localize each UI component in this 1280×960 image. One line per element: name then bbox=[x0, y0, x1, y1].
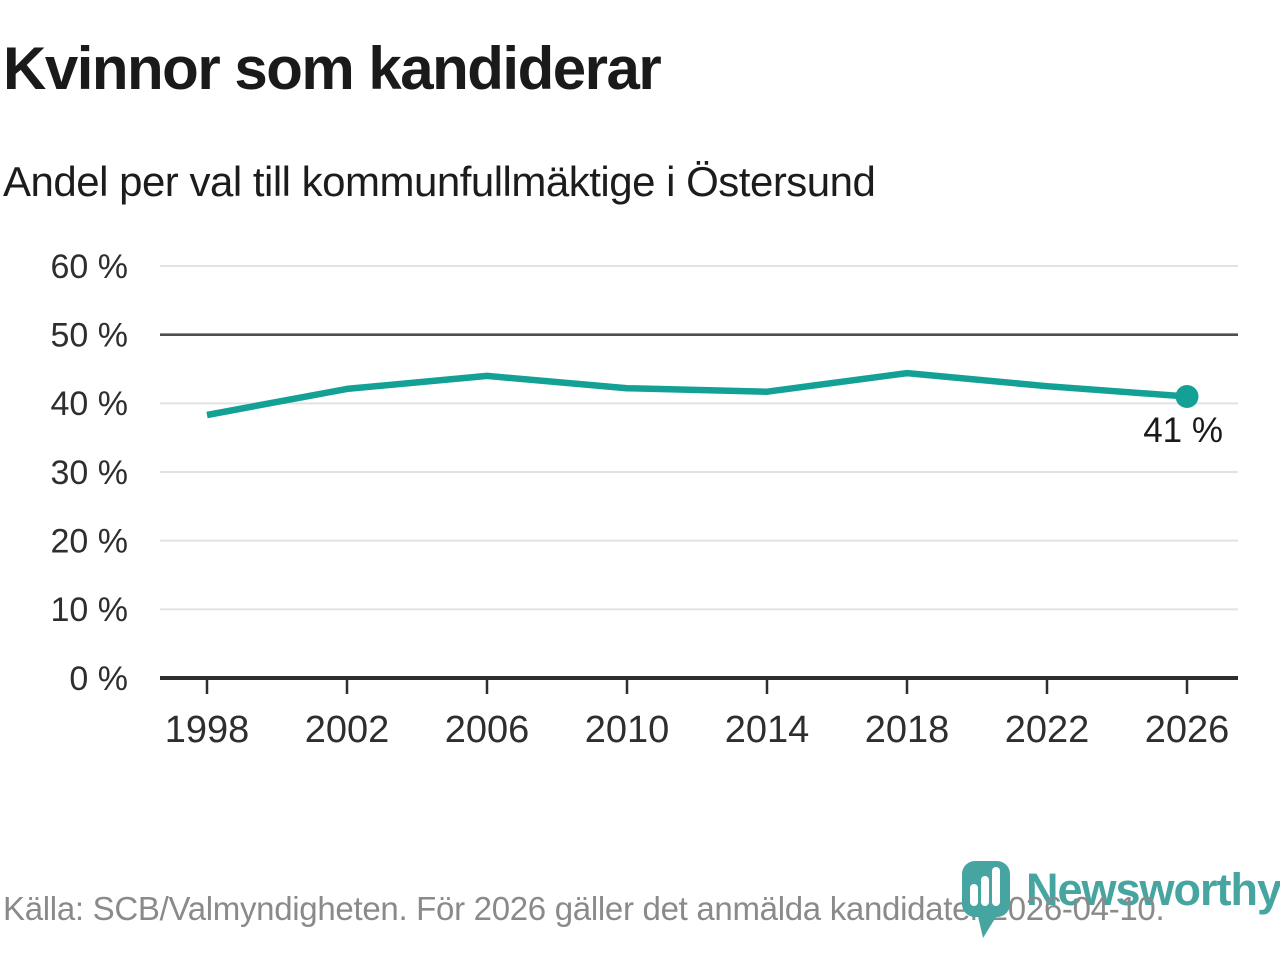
y-axis-tick-label: 20 % bbox=[51, 523, 129, 561]
logo-pin-tail bbox=[977, 912, 999, 938]
logo-bar-medium bbox=[981, 876, 989, 906]
logo-bar-tall bbox=[992, 867, 1000, 906]
newsworthy-logo-icon bbox=[962, 861, 1010, 938]
data-point-marker bbox=[1175, 385, 1199, 408]
logo-bar-short bbox=[970, 884, 978, 906]
y-axis-tick-label: 0 % bbox=[69, 660, 128, 698]
x-axis-tick-label: 2002 bbox=[305, 709, 390, 751]
x-axis-tick-label: 2014 bbox=[725, 709, 810, 751]
x-axis-tick-label: 2018 bbox=[865, 709, 950, 751]
x-axis-tick-label: 1998 bbox=[165, 709, 250, 751]
x-axis-tick-label: 2010 bbox=[585, 709, 670, 751]
y-axis-tick-label: 60 % bbox=[51, 248, 129, 286]
x-axis-tick-label: 2022 bbox=[1005, 709, 1090, 751]
chart-title: Kvinnor som kandiderar bbox=[3, 35, 662, 102]
x-axis-tick-label: 2006 bbox=[445, 709, 530, 751]
y-axis-tick-label: 50 % bbox=[51, 317, 129, 355]
y-axis-tick-label: 30 % bbox=[51, 454, 129, 492]
last-value-label: 41 % bbox=[1143, 411, 1223, 450]
y-axis-tick-label: 10 % bbox=[51, 591, 129, 629]
x-axis-tick-label: 2026 bbox=[1145, 709, 1230, 751]
y-axis-tick-label: 40 % bbox=[51, 385, 129, 423]
newsworthy-wordmark: Newsworthy bbox=[1026, 864, 1280, 915]
chart-subtitle: Andel per val till kommunfullmäktige i Ö… bbox=[3, 158, 876, 205]
data-line bbox=[206, 369, 1188, 419]
